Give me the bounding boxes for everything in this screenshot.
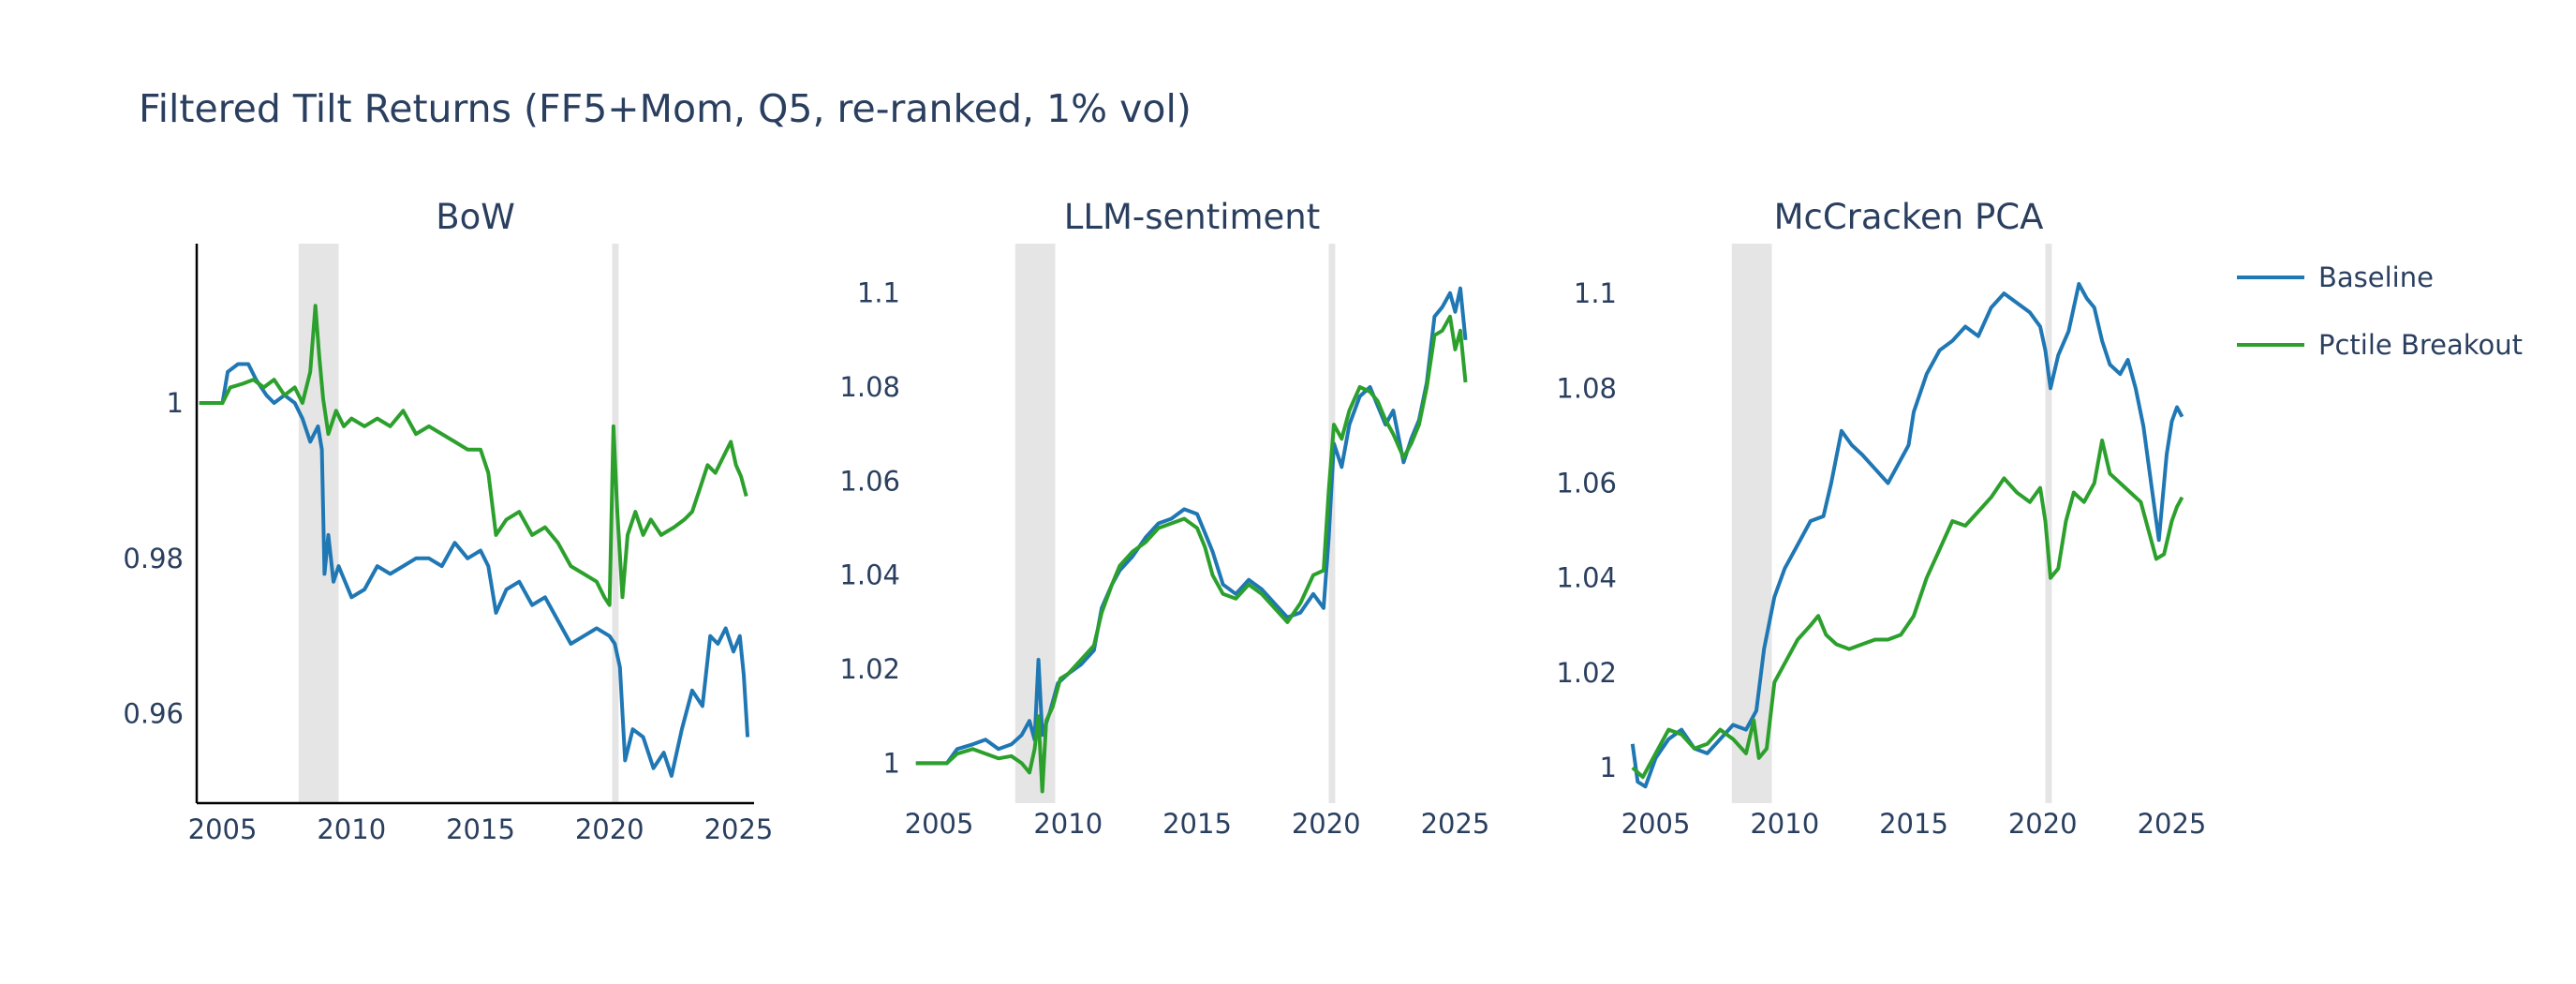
y-tick-label: 0.98 [123,543,184,574]
subplot-0: BoW 0.96 0.98 1 2005 2010 2015 2020 2025 [123,197,773,845]
x-tick-label: 2010 [1033,808,1103,840]
x-tick-label: 2005 [1621,808,1691,840]
y-tick-label: 1 [167,387,184,419]
subplot-2: McCracken PCA 1 1.02 1.04 1.06 1.08 1.1 2005 201… [1556,197,2206,840]
x-tick-label: 2005 [188,813,258,845]
series-line-baseline [915,286,1468,766]
y-tick-label: 1 [1600,752,1617,783]
x-tick-label: 2025 [704,813,774,845]
recession-band [2045,244,2052,803]
y-tick-label: 1.06 [839,465,900,497]
x-tick-label: 2015 [1879,808,1948,840]
x-tick-label: 2005 [905,808,974,840]
legend: Baseline Pctile Breakout [2237,261,2523,361]
x-tick-label: 2015 [446,813,515,845]
legend-label: Pctile Breakout [2318,329,2523,361]
subplot-title: BoW [436,197,515,237]
y-tick-label: 1.02 [1556,657,1617,689]
subplot-title: LLM-sentiment [1064,197,1321,237]
y-tick-label: 1.1 [857,277,900,309]
y-tick-label: 1.02 [839,653,900,685]
legend-item[interactable]: Baseline [2237,261,2434,293]
recession-band [1328,244,1336,803]
series-line-pctile-breakout [915,314,1468,794]
series-line-pctile-breakout [199,304,748,607]
recession-band [612,244,619,803]
subplot-1: LLM-sentiment 1 1.02 1.04 1.06 1.08 1.1 2005 201… [839,197,1489,840]
series-line-baseline [1630,282,2184,789]
x-tick-label: 2015 [1162,808,1232,840]
y-tick-label: 1.06 [1556,467,1617,499]
x-tick-label: 2020 [1292,808,1361,840]
y-tick-label: 1.08 [1556,372,1617,404]
x-tick-label: 2010 [1750,808,1819,840]
y-tick-label: 1.08 [839,371,900,403]
y-tick-label: 1 [883,747,900,779]
series-line-baseline [199,362,750,778]
x-tick-label: 2020 [575,813,644,845]
x-tick-label: 2010 [317,813,386,845]
x-tick-label: 2020 [2008,808,2078,840]
chart-title: Filtered Tilt Returns (FF5+Mom, Q5, re-r… [139,86,1192,131]
subplot-title: McCracken PCA [1774,197,2044,237]
y-tick-label: 1.1 [1574,277,1617,309]
legend-label: Baseline [2318,261,2434,293]
x-tick-label: 2025 [1421,808,1490,840]
legend-item[interactable]: Pctile Breakout [2237,329,2523,361]
y-tick-label: 1.04 [1556,562,1617,594]
y-tick-label: 0.96 [123,698,184,730]
y-tick-label: 1.04 [839,559,900,591]
x-tick-label: 2025 [2138,808,2207,840]
series-line-pctile-breakout [1631,439,2184,780]
recession-band [1731,244,1772,803]
